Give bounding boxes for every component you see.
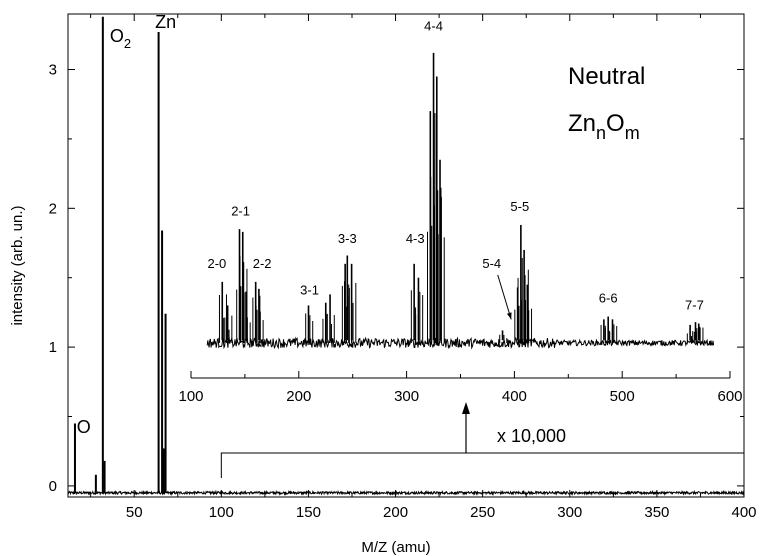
inset-x-tick-label-500: 500 [610,388,635,405]
x-tick-label-250: 250 [470,504,495,521]
zoom-bracket [220,452,744,478]
inset-x-tick-label-200: 200 [286,388,311,405]
peak-label-7-7: 7-7 [685,298,704,313]
peak-label-6-6: 6-6 [599,291,618,306]
x-tick-label-350: 350 [644,504,669,521]
arrow-5-4-head [506,312,512,320]
arrow-5-4-line [497,274,512,320]
inset-x-tick-label-600: 600 [717,388,742,405]
peak-label-3-3: 3-3 [338,231,357,246]
inset-x-tick-label-100: 100 [178,388,203,405]
y-tick-label-1: 1 [49,339,57,356]
inset-plot: 100 200 300 400 500 600 [178,52,743,405]
annotation-neutral: Neutral [568,63,645,90]
inset-x-tick-label-400: 400 [502,388,527,405]
inset-baseline-trace [206,336,715,350]
axes: 50 100 150 200 250 300 350 400 0 1 2 3 M/Z (amu) inte… [9,13,757,556]
x-axis-title: M/Z (amu) [361,539,430,556]
peak-label-5-4: 5-4 [482,256,501,271]
x-tick-label-300: 300 [557,504,582,521]
zoom-arrow-head [462,402,470,414]
peak-label-2-2: 2-2 [253,256,272,271]
annotation-formula: ZnnOm [568,110,640,143]
peak-label-3-1: 3-1 [300,282,319,297]
main-peak-label-1: O2 [110,26,131,51]
x-tick-label-100: 100 [209,504,234,521]
formula-n-subscript: n [596,123,606,143]
main-plot [67,16,745,496]
y-tick-label-3: 3 [49,62,57,79]
x-tick-label-50: 50 [126,504,143,521]
zoom-scale-label: x 10,000 [497,426,566,446]
formula-zn: Zn [568,110,596,137]
peak-label-4-3: 4-3 [406,231,425,246]
x-tick-label-200: 200 [383,504,408,521]
peak-label-5-5: 5-5 [510,199,529,214]
formula-m-subscript: m [625,123,640,143]
x-tick-label-400: 400 [731,504,756,521]
y-axis-title: intensity (arb. un.) [9,205,26,325]
peak-label-4-4: 4-4 [424,19,443,34]
x-tick-label-150: 150 [296,504,321,521]
main-peak-label-sub-1: 2 [124,36,131,51]
main-peak-label-0: O [77,417,91,437]
main-peak-label-text-0: O [77,417,91,437]
main-baseline-trace [67,489,745,496]
main-peak-label-text-1: O [110,26,124,46]
formula-o: O [606,110,625,137]
main-peak-label-text-2: Zn [155,12,176,32]
plot-frame [67,13,745,498]
y-tick-label-2: 2 [49,200,57,217]
y-tick-label-0: 0 [49,478,57,495]
peak-label-2-0: 2-0 [207,256,226,271]
labels: 2-02-12-23-13-3 4-34-45-45-56-6 7-7OO2Znx … [77,12,744,478]
main-peak-label-2: Zn [155,12,176,32]
peak-label-2-1: 2-1 [231,203,250,218]
inset-x-tick-label-300: 300 [394,388,419,405]
